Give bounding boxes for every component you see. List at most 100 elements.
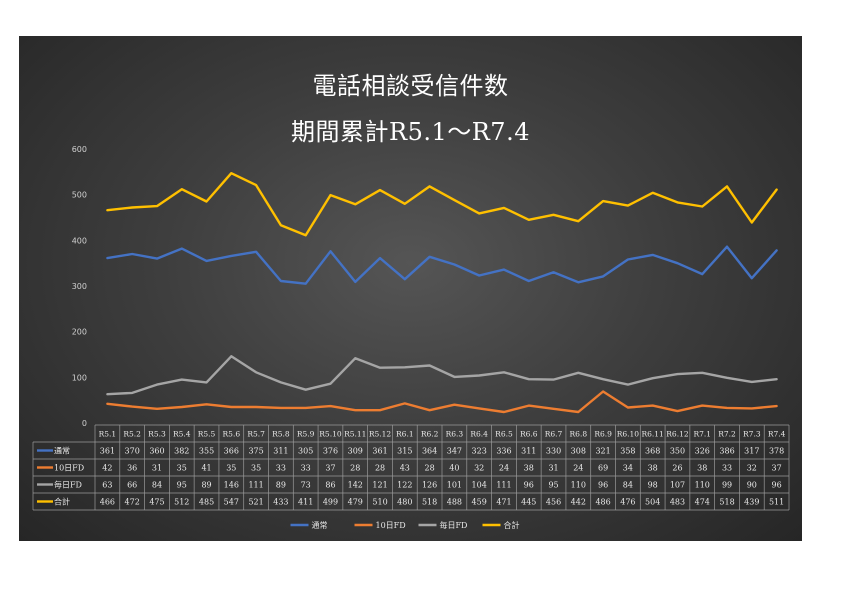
y-tick-label: 100 — [72, 373, 87, 382]
x-tick-label: R7.3 — [743, 430, 761, 439]
data-value: 107 — [670, 481, 685, 490]
y-tick-label: 300 — [72, 282, 87, 291]
x-tick-label: R6.6 — [520, 430, 538, 439]
data-value: 28 — [375, 464, 385, 473]
data-value: 73 — [301, 481, 311, 490]
data-value: 479 — [348, 498, 363, 507]
data-value: 375 — [248, 447, 263, 456]
x-tick-label: R5.4 — [173, 430, 191, 439]
x-tick-label: R6.4 — [470, 430, 488, 439]
y-tick-label: 0 — [82, 419, 87, 428]
data-value: 35 — [177, 464, 187, 473]
data-value: 518 — [422, 498, 437, 507]
data-value: 547 — [224, 498, 239, 507]
table-series-name: 通常 — [54, 446, 70, 456]
x-tick-label: R5.11 — [344, 430, 366, 439]
data-value: 84 — [152, 481, 162, 490]
data-value: 69 — [598, 464, 608, 473]
data-value: 96 — [524, 481, 534, 490]
data-value: 439 — [744, 498, 759, 507]
data-value: 355 — [199, 447, 214, 456]
x-tick-label: R6.10 — [617, 430, 640, 439]
data-value: 35 — [226, 464, 236, 473]
data-value: 37 — [772, 464, 782, 473]
data-value: 370 — [125, 447, 140, 456]
data-value: 28 — [425, 464, 435, 473]
data-value: 518 — [719, 498, 734, 507]
x-tick-label: R5.5 — [198, 430, 216, 439]
data-value: 122 — [397, 481, 412, 490]
data-value: 86 — [325, 481, 335, 490]
chart-title: 電話相談受信件数 — [312, 72, 509, 100]
x-tick-label: R7.4 — [768, 430, 786, 439]
data-value: 350 — [670, 447, 685, 456]
y-tick-label: 500 — [72, 191, 87, 200]
data-value: 121 — [372, 481, 387, 490]
data-value: 474 — [695, 498, 710, 507]
data-value: 366 — [224, 447, 239, 456]
data-value: 323 — [472, 447, 487, 456]
data-value: 499 — [323, 498, 338, 507]
y-tick-label: 600 — [72, 145, 87, 154]
data-value: 476 — [620, 498, 635, 507]
data-value: 95 — [177, 481, 187, 490]
data-value: 386 — [719, 447, 734, 456]
legend-label: 毎日FD — [440, 520, 468, 530]
data-value: 95 — [548, 481, 558, 490]
data-value: 26 — [672, 464, 682, 473]
data-value: 111 — [248, 481, 263, 490]
data-value: 308 — [571, 447, 586, 456]
x-tick-label: R6.5 — [495, 430, 513, 439]
data-value: 442 — [571, 498, 586, 507]
data-value: 305 — [298, 447, 313, 456]
data-value: 34 — [623, 464, 633, 473]
x-tick-label: R7.2 — [718, 430, 736, 439]
data-value: 456 — [546, 498, 561, 507]
series-line-1 — [106, 245, 778, 285]
data-value: 43 — [400, 464, 410, 473]
series-line-3 — [106, 355, 778, 396]
data-value: 33 — [722, 464, 732, 473]
data-value: 33 — [276, 464, 286, 473]
series-line-4 — [106, 171, 778, 237]
data-value: 378 — [769, 447, 784, 456]
chart-panel: 電話相談受信件数 期間累計R5.1～R7.4 0 100 200 300 400 500 6… — [19, 36, 802, 541]
data-value: 40 — [449, 464, 459, 473]
data-value: 38 — [648, 464, 658, 473]
data-value: 471 — [496, 498, 511, 507]
data-value: 311 — [521, 447, 536, 456]
table-series-name: 毎日FD — [54, 480, 82, 490]
data-value: 309 — [348, 447, 363, 456]
data-value: 326 — [695, 447, 710, 456]
data-value: 63 — [102, 481, 112, 490]
data-value: 466 — [100, 498, 115, 507]
table-series-name: 合計 — [54, 497, 70, 507]
data-value: 96 — [598, 481, 608, 490]
data-value: 31 — [152, 464, 162, 473]
data-value: 315 — [397, 447, 412, 456]
data-value: 24 — [573, 464, 583, 473]
data-value: 361 — [372, 447, 387, 456]
data-value: 41 — [201, 464, 211, 473]
x-tick-label: R6.1 — [396, 430, 414, 439]
data-value: 110 — [695, 481, 710, 490]
x-tick-label: R5.7 — [247, 430, 265, 439]
data-value: 364 — [422, 447, 437, 456]
data-value: 110 — [571, 481, 586, 490]
legend-label: 10日FD — [376, 521, 406, 530]
data-value: 433 — [273, 498, 288, 507]
line-chart: 0 100 200 300 400 500 600 R5.1 R5.2 R5.3 R5.4 R5.5 R… — [32, 145, 790, 530]
x-tick-label: R5.3 — [148, 430, 166, 439]
data-value: 32 — [474, 464, 484, 473]
data-value: 376 — [323, 447, 338, 456]
series-line-2 — [106, 390, 778, 414]
data-value: 36 — [127, 464, 137, 473]
data-value: 321 — [595, 447, 610, 456]
data-value: 42 — [102, 464, 112, 473]
data-value: 472 — [125, 498, 140, 507]
data-value: 89 — [201, 481, 211, 490]
data-value: 24 — [499, 464, 509, 473]
data-value: 330 — [546, 447, 561, 456]
data-value: 411 — [298, 498, 313, 507]
data-value: 104 — [472, 481, 487, 490]
